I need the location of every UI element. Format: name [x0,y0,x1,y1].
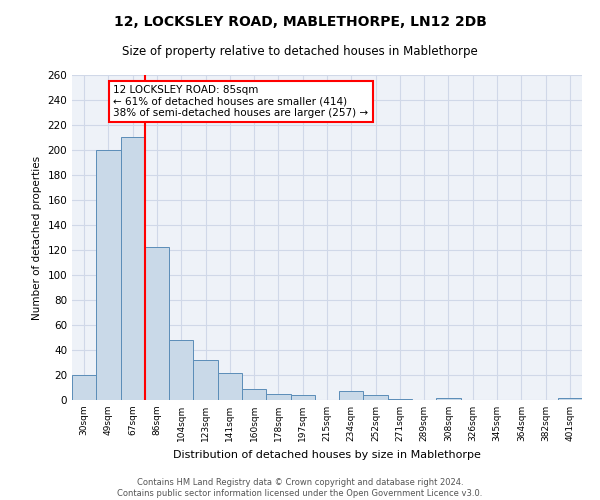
Bar [72,375,96,400]
Y-axis label: Number of detached properties: Number of detached properties [32,156,42,320]
Bar [96,150,121,400]
X-axis label: Distribution of detached houses by size in Mablethorpe: Distribution of detached houses by size … [173,450,481,460]
Bar [266,394,290,400]
Bar [169,340,193,400]
Bar [193,360,218,400]
Bar [558,398,582,400]
Bar [242,389,266,400]
Bar [364,395,388,400]
Bar [339,391,364,400]
Text: 12 LOCKSLEY ROAD: 85sqm
← 61% of detached houses are smaller (414)
38% of semi-d: 12 LOCKSLEY ROAD: 85sqm ← 61% of detache… [113,85,368,118]
Bar [388,399,412,400]
Text: Size of property relative to detached houses in Mablethorpe: Size of property relative to detached ho… [122,45,478,58]
Bar [290,395,315,400]
Bar [436,398,461,400]
Bar [145,248,169,400]
Bar [121,138,145,400]
Bar [218,372,242,400]
Text: Contains HM Land Registry data © Crown copyright and database right 2024.
Contai: Contains HM Land Registry data © Crown c… [118,478,482,498]
Text: 12, LOCKSLEY ROAD, MABLETHORPE, LN12 2DB: 12, LOCKSLEY ROAD, MABLETHORPE, LN12 2DB [113,15,487,29]
